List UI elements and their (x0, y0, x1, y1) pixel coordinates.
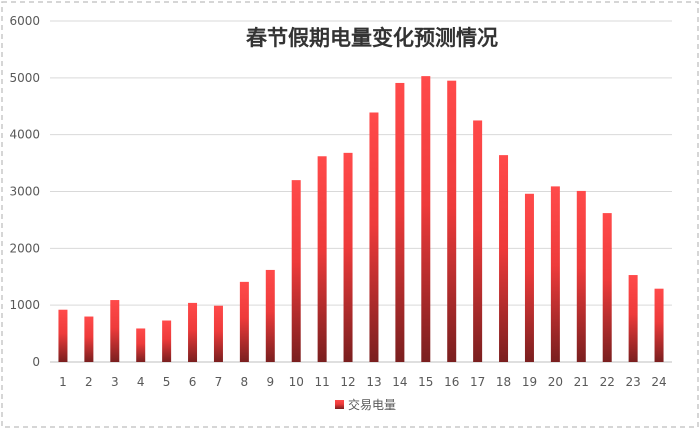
bar-19 (524, 193, 534, 362)
x-tick-label: 24 (651, 375, 666, 389)
bar-12 (343, 152, 353, 362)
bar-15 (421, 76, 431, 363)
legend-swatch (335, 400, 344, 409)
x-tick-labels: 1 2 3 4 5 6 7 8 9 10 11 12 13 14 15 16 17 18 19 20 21 22 23 24 (59, 375, 667, 389)
bar-16 (447, 80, 457, 363)
x-tick-label: 6 (189, 375, 197, 389)
bar-6 (188, 302, 198, 362)
y-tick-label: 2000 (9, 241, 40, 255)
x-tick-label: 18 (496, 375, 511, 389)
bar-5 (162, 320, 172, 362)
bar-4 (136, 328, 146, 362)
bars (58, 76, 664, 363)
bar-17 (473, 120, 483, 362)
x-tick-label: 20 (548, 375, 563, 389)
y-tick-labels: 0 1000 2000 3000 4000 5000 6000 (9, 14, 40, 369)
x-tick-label: 19 (522, 375, 537, 389)
bar-14 (395, 82, 405, 362)
x-tick-label: 2 (85, 375, 93, 389)
bar-23 (628, 275, 638, 362)
chart-title: 春节假期电量变化预测情况 (246, 25, 498, 50)
bar-10 (291, 180, 301, 362)
bar-1 (58, 309, 68, 362)
y-tick-label: 6000 (9, 14, 40, 28)
bar-18 (499, 155, 509, 362)
bar-24 (654, 288, 664, 362)
x-tick-label: 13 (366, 375, 381, 389)
y-tick-label: 3000 (9, 185, 40, 199)
x-tick-label: 3 (111, 375, 119, 389)
x-tick-label: 8 (241, 375, 249, 389)
legend-label: 交易电量 (348, 397, 396, 412)
x-tick-label: 10 (289, 375, 304, 389)
x-tick-label: 14 (392, 375, 407, 389)
x-tick-label: 23 (625, 375, 640, 389)
x-tick-label: 17 (470, 375, 485, 389)
bar-13 (369, 112, 379, 362)
y-tick-label: 4000 (9, 128, 40, 142)
bar-7 (213, 305, 223, 362)
x-tick-label: 21 (574, 375, 589, 389)
y-tick-label: 1000 (9, 298, 40, 312)
bar-21 (576, 190, 586, 362)
legend: 交易电量 (335, 397, 396, 412)
x-tick-label: 15 (418, 375, 433, 389)
bar-2 (84, 316, 94, 362)
bar-3 (110, 300, 120, 362)
bar-11 (317, 156, 327, 362)
x-tick-label: 5 (163, 375, 171, 389)
y-tick-label: 5000 (9, 71, 40, 85)
x-tick-label: 4 (137, 375, 145, 389)
x-tick-label: 22 (600, 375, 615, 389)
gridlines (50, 20, 672, 363)
bar-9 (265, 269, 275, 362)
x-tick-label: 7 (215, 375, 223, 389)
x-tick-label: 16 (444, 375, 459, 389)
x-tick-label: 9 (266, 375, 274, 389)
x-tick-label: 12 (340, 375, 355, 389)
y-tick-label: 0 (32, 355, 40, 369)
bar-22 (602, 213, 612, 362)
bar-8 (239, 281, 249, 362)
bar-20 (550, 186, 560, 362)
x-tick-label: 11 (314, 375, 329, 389)
x-tick-label: 1 (59, 375, 67, 389)
